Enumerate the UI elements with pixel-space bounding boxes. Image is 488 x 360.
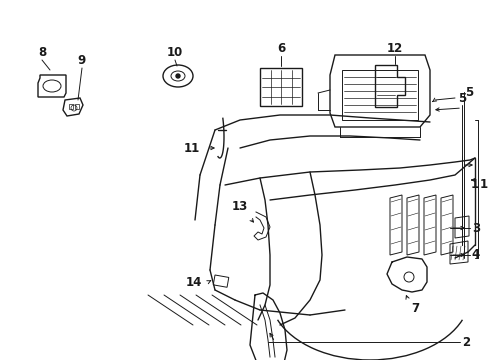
Text: 4: 4 — [471, 248, 479, 261]
Bar — [69, 104, 73, 109]
Bar — [213, 275, 228, 287]
Text: 8: 8 — [38, 45, 46, 58]
Text: 11: 11 — [183, 141, 200, 154]
Text: 1: 1 — [479, 179, 487, 192]
Text: 12: 12 — [386, 41, 402, 54]
Text: 5: 5 — [464, 85, 472, 99]
Bar — [260, 68, 302, 106]
Text: 9: 9 — [78, 54, 86, 67]
Text: 3: 3 — [471, 221, 479, 234]
Text: 2: 2 — [461, 336, 469, 348]
Text: 1: 1 — [470, 179, 478, 192]
Text: 6: 6 — [276, 41, 285, 54]
Circle shape — [176, 74, 180, 78]
Text: 5: 5 — [457, 91, 465, 104]
Text: 7: 7 — [410, 302, 418, 315]
Text: 14: 14 — [185, 275, 202, 288]
Text: 10: 10 — [166, 45, 183, 58]
Bar — [75, 104, 79, 109]
Text: 13: 13 — [231, 201, 247, 213]
